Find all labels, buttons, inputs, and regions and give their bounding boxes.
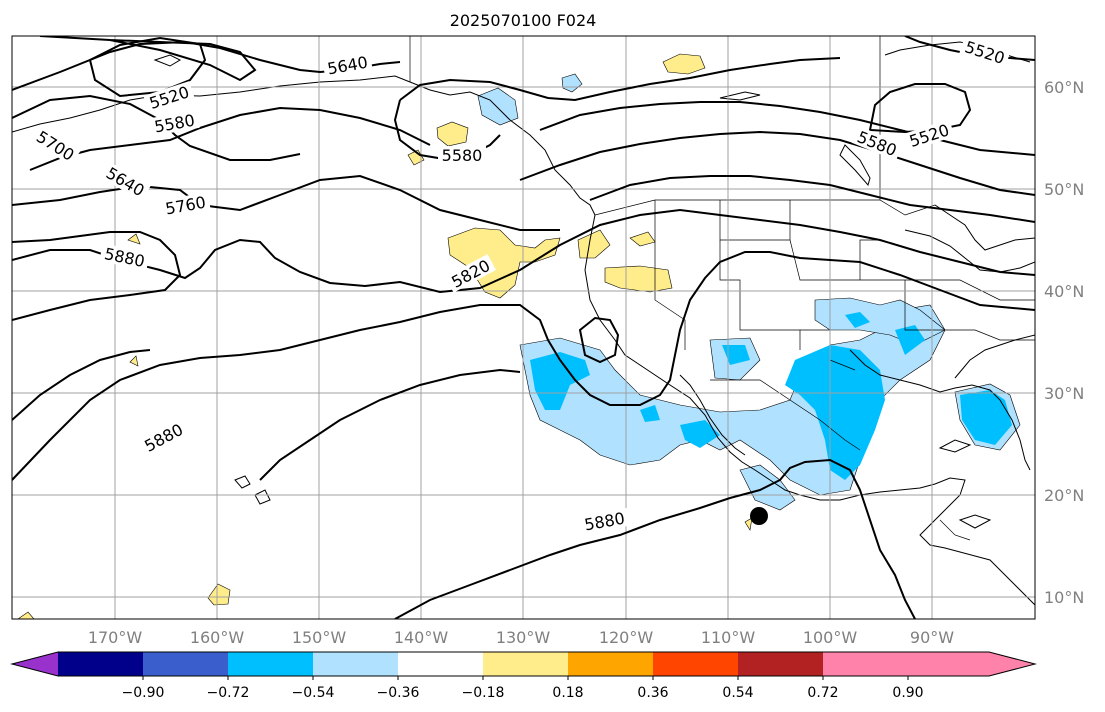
colorbar-segment xyxy=(483,652,568,676)
lat-label: 10°N xyxy=(1044,588,1084,607)
colorbar-segment xyxy=(398,652,483,676)
latitude-labels: 60°N 50°N 40°N 30°N 20°N 10°N xyxy=(1044,78,1084,607)
negative-anomaly-regions xyxy=(477,73,1021,511)
lat-label: 20°N xyxy=(1044,486,1084,505)
map-frame xyxy=(11,35,1036,620)
colorbar-segment xyxy=(738,652,823,676)
colorbar-extend-low xyxy=(12,652,58,676)
lat-label: 50°N xyxy=(1044,180,1084,199)
colorbar-segment xyxy=(653,652,738,676)
lon-label: 160°W xyxy=(190,628,245,647)
colorbar-tick-label: 0.72 xyxy=(807,685,838,701)
map-area: 5640 5520 5580 5700 5640 5760 5880 5580 … xyxy=(12,36,1035,619)
colorbar-segment xyxy=(143,652,228,676)
lat-label: 30°N xyxy=(1044,384,1084,403)
colorbar-tick-label: 0.18 xyxy=(552,685,583,701)
colorbar-tick-label: −0.18 xyxy=(462,685,505,701)
longitude-labels: 170°W 160°W 150°W 140°W 130°W 120°W 110°… xyxy=(88,628,954,647)
colorbar-segment xyxy=(228,652,313,676)
lon-label: 170°W xyxy=(88,628,143,647)
colorbar-tick-label: 0.54 xyxy=(722,685,753,701)
colorbar-tick-label: 0.90 xyxy=(892,685,923,701)
point-marker xyxy=(750,507,768,525)
colorbar-ticks xyxy=(142,676,909,680)
colorbar-segment xyxy=(568,652,653,676)
colorbar-outline xyxy=(10,651,1037,677)
colorbar-tick-label: −0.72 xyxy=(207,685,250,701)
colorbar: −0.90 −0.72 −0.54 −0.36 −0.18 0.18 0.36 … xyxy=(10,651,1037,701)
lat-label: 60°N xyxy=(1044,78,1084,97)
colorbar-extend-high xyxy=(823,652,1035,676)
lon-label: 110°W xyxy=(701,628,756,647)
lat-label: 40°N xyxy=(1044,282,1084,301)
lon-label: 120°W xyxy=(599,628,654,647)
colorbar-tick-label: −0.36 xyxy=(377,685,420,701)
lon-label: 140°W xyxy=(394,628,449,647)
colorbar-segment xyxy=(58,652,143,676)
lon-label: 150°W xyxy=(292,628,347,647)
map-title: 2025070100 F024 xyxy=(450,11,597,30)
colorbar-tick-label: 0.36 xyxy=(637,685,668,701)
colorbar-tick-labels: −0.90 −0.72 −0.54 −0.36 −0.18 0.18 0.36 … xyxy=(122,685,924,701)
lon-label: 90°W xyxy=(910,628,954,647)
lon-label: 100°W xyxy=(803,628,858,647)
colorbar-segment xyxy=(313,652,398,676)
colorbar-tick-label: −0.54 xyxy=(292,685,335,701)
colorbar-tick-label: −0.90 xyxy=(122,685,165,701)
contour-label: 5580 xyxy=(442,146,483,165)
lon-label: 130°W xyxy=(496,628,551,647)
